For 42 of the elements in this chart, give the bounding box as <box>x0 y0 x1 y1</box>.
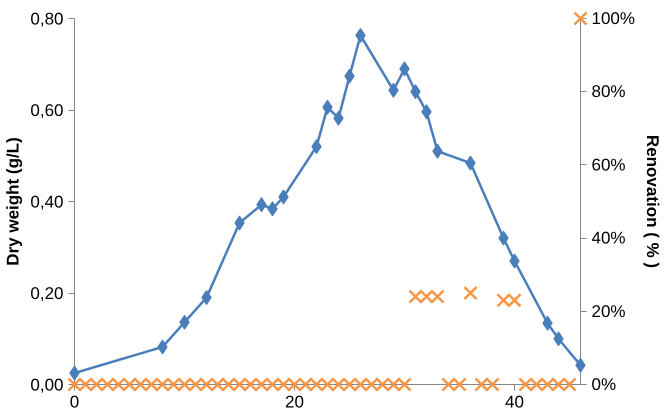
point <box>256 197 267 212</box>
point <box>553 331 564 346</box>
point <box>388 82 399 98</box>
y2-axis-title: Renovation ( % ) <box>642 134 662 268</box>
point <box>201 290 212 306</box>
point <box>573 11 588 26</box>
point <box>179 314 190 330</box>
y2-tick-label: 20% <box>592 302 626 321</box>
point <box>157 339 168 354</box>
point <box>278 189 289 204</box>
point <box>463 286 478 300</box>
point <box>421 104 432 120</box>
y-tick-label: 0,60 <box>30 101 64 120</box>
y-tick-label: 0,00 <box>30 376 64 394</box>
point <box>267 201 278 216</box>
y-tick-label: 0,20 <box>30 284 64 303</box>
y-axis-title: Dry weight (g/L) <box>3 137 22 266</box>
x-tick-label: 40 <box>505 392 524 410</box>
point <box>465 156 476 171</box>
point <box>344 68 355 84</box>
point <box>410 84 421 100</box>
x-tick-label: 0 <box>70 392 80 410</box>
y2-tick-label: 0% <box>592 375 616 394</box>
y2-tick-label: 40% <box>592 228 626 248</box>
point <box>311 139 322 154</box>
point <box>355 28 366 43</box>
y-tick-label: 0,40 <box>30 192 64 212</box>
point <box>498 230 509 246</box>
y-tick-label: 0,80 <box>30 10 64 28</box>
point <box>542 316 553 331</box>
y2-tick-label: 100% <box>592 9 635 28</box>
y2-tick-label: 80% <box>592 82 626 102</box>
point <box>234 216 245 231</box>
x-tick-label: 20 <box>285 392 304 410</box>
point <box>333 110 344 126</box>
point <box>322 100 333 115</box>
point <box>575 358 586 373</box>
point <box>69 366 80 381</box>
point <box>432 144 443 159</box>
y2-tick-label: 60% <box>592 155 626 174</box>
point <box>399 61 410 76</box>
point <box>509 253 520 268</box>
